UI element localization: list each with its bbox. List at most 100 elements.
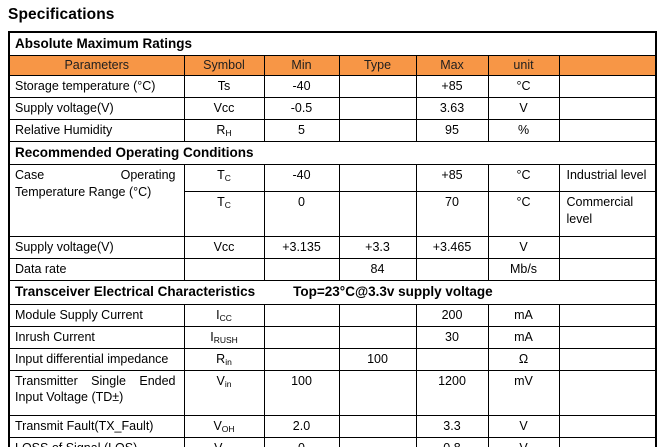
- symbol-base: Vcc: [213, 101, 235, 116]
- symbol-subscript: in: [224, 378, 232, 389]
- table-row-storage-temperature: Storage temperature (°C) Ts -40 +85 °C: [8, 75, 657, 99]
- column-header-max: Max: [415, 55, 489, 77]
- cell-unit: %: [487, 119, 560, 143]
- column-header-unit: unit: [487, 55, 560, 77]
- cell-min: [263, 347, 340, 371]
- symbol-base: V: [214, 441, 222, 447]
- cell-parameter: Supply voltage(V): [8, 97, 185, 121]
- cell-max: 1200: [415, 369, 489, 416]
- table-row-input-differential-impedance: Input differential impedance Rin 100 Ω: [8, 347, 657, 371]
- cell-type: [338, 414, 417, 438]
- cell-max: +3.465: [415, 236, 489, 260]
- section-condition-note: Top=23°C@3.3v supply voltage: [293, 284, 493, 300]
- table-row-transmit-fault: Transmit Fault(TX_Fault) VOH 2.0 3.3 V: [8, 414, 657, 438]
- cell-max: 3.3: [415, 414, 489, 438]
- symbol-subscript: H: [225, 128, 232, 139]
- cell-unit: V: [487, 97, 560, 121]
- cell-min: 5: [263, 119, 340, 143]
- table-row-relative-humidity: Relative Humidity RH 5 95 %: [8, 119, 657, 143]
- cell-max: 0.8: [415, 436, 489, 447]
- cell-unit: °C: [487, 75, 560, 99]
- symbol-base: T: [217, 195, 225, 210]
- section-row-recommended-operating-conditions: Recommended Operating Conditions: [8, 141, 657, 166]
- cell-symbol: [183, 258, 265, 282]
- cell-unit: V: [487, 414, 560, 438]
- cell-symbol: RH: [183, 119, 265, 143]
- cell-parameter: Module Supply Current: [8, 303, 185, 327]
- cell-unit: mA: [487, 325, 560, 349]
- cell-note: [558, 325, 657, 349]
- cell-unit: °C: [487, 191, 560, 238]
- cell-unit: V: [487, 436, 560, 447]
- cell-note: [558, 258, 657, 282]
- cell-symbol: VOH: [183, 414, 265, 438]
- cell-max: +85: [415, 164, 489, 193]
- column-header-type: Type: [338, 55, 417, 77]
- cell-type: [338, 436, 417, 447]
- cell-type: [338, 119, 417, 143]
- section-header-recommended-operating-conditions: Recommended Operating Conditions: [8, 141, 657, 166]
- cell-note: [558, 236, 657, 260]
- cell-note: [558, 97, 657, 121]
- cell-parameter: Transmitter Single Ended Input Voltage (…: [8, 369, 185, 416]
- table-row-data-rate: Data rate 84 Mb/s: [8, 258, 657, 282]
- cell-min: 0: [263, 436, 340, 447]
- specifications-table: Absolute Maximum Ratings Parameters Symb…: [8, 31, 658, 447]
- cell-symbol: VOL: [183, 436, 265, 447]
- section-title: Transceiver Electrical Characteristics: [15, 284, 256, 300]
- cell-note: [558, 75, 657, 99]
- cell-symbol: TC: [183, 164, 265, 193]
- cell-symbol: Ts: [183, 75, 265, 99]
- cell-max: 200: [415, 303, 489, 327]
- cell-parameter: Supply voltage(V): [8, 236, 185, 260]
- cell-unit: mV: [487, 369, 560, 416]
- symbol-base: Vcc: [213, 240, 235, 255]
- cell-note: Industrial level: [558, 164, 657, 193]
- section-header-absolute-maximum-ratings: Absolute Maximum Ratings: [8, 31, 657, 57]
- cell-symbol: TC: [183, 191, 265, 238]
- table-row-inrush-current: Inrush Current IRUSH 30 mA: [8, 325, 657, 349]
- cell-unit: Ω: [487, 347, 560, 371]
- page-title: Specifications: [8, 6, 115, 23]
- cell-type: [338, 97, 417, 121]
- cell-min: [263, 258, 340, 282]
- cell-type: [338, 369, 417, 416]
- symbol-base: T: [217, 168, 225, 183]
- cell-parameter: Relative Humidity: [8, 119, 185, 143]
- cell-parameter: Storage temperature (°C): [8, 75, 185, 99]
- symbol-base: Ts: [217, 79, 231, 94]
- column-header-row: Parameters Symbol Min Type Max unit: [8, 55, 657, 77]
- cell-symbol: Vcc: [183, 97, 265, 121]
- cell-min: [263, 303, 340, 327]
- symbol-base: I: [210, 329, 214, 344]
- cell-min: 0: [263, 191, 340, 238]
- cell-type: [338, 164, 417, 193]
- cell-parameter: Input differential impedance: [8, 347, 185, 371]
- table-row-loss-of-signal: LOSS of Signal (LOS) VOL 0 0.8 V: [8, 436, 657, 447]
- cell-type: [338, 75, 417, 99]
- cell-min: +3.135: [263, 236, 340, 260]
- symbol-base: R: [216, 351, 226, 366]
- cell-max: 70: [415, 191, 489, 238]
- symbol-subscript: RUSH: [213, 334, 238, 345]
- column-header-parameters: Parameters: [8, 55, 185, 77]
- table-row-case-operating-temperature-industrial: Case Operating Temperature Range (°C) TC…: [8, 164, 657, 238]
- table-row-module-supply-current: Module Supply Current ICC 200 mA: [8, 303, 657, 327]
- cell-max: [415, 347, 489, 371]
- column-header-notes: [558, 55, 657, 77]
- symbol-base: V: [213, 418, 222, 433]
- cell-type: [338, 303, 417, 327]
- table-row-supply-voltage-recommended: Supply voltage(V) Vcc +3.135 +3.3 +3.465…: [8, 236, 657, 260]
- symbol-subscript: OH: [221, 423, 235, 434]
- cell-unit: °C: [487, 164, 560, 193]
- symbol-base: I: [216, 307, 220, 322]
- cell-note: [558, 347, 657, 371]
- cell-symbol: Vin: [183, 369, 265, 416]
- cell-symbol: Vcc: [183, 236, 265, 260]
- cell-note: [558, 414, 657, 438]
- cell-type: +3.3: [338, 236, 417, 260]
- cell-min: [263, 325, 340, 349]
- table-row-case-operating-temperature-commercial: TC 0 70 °C Commercial level: [9, 191, 657, 238]
- cell-min: -0.5: [263, 97, 340, 121]
- cell-type: 84: [338, 258, 417, 282]
